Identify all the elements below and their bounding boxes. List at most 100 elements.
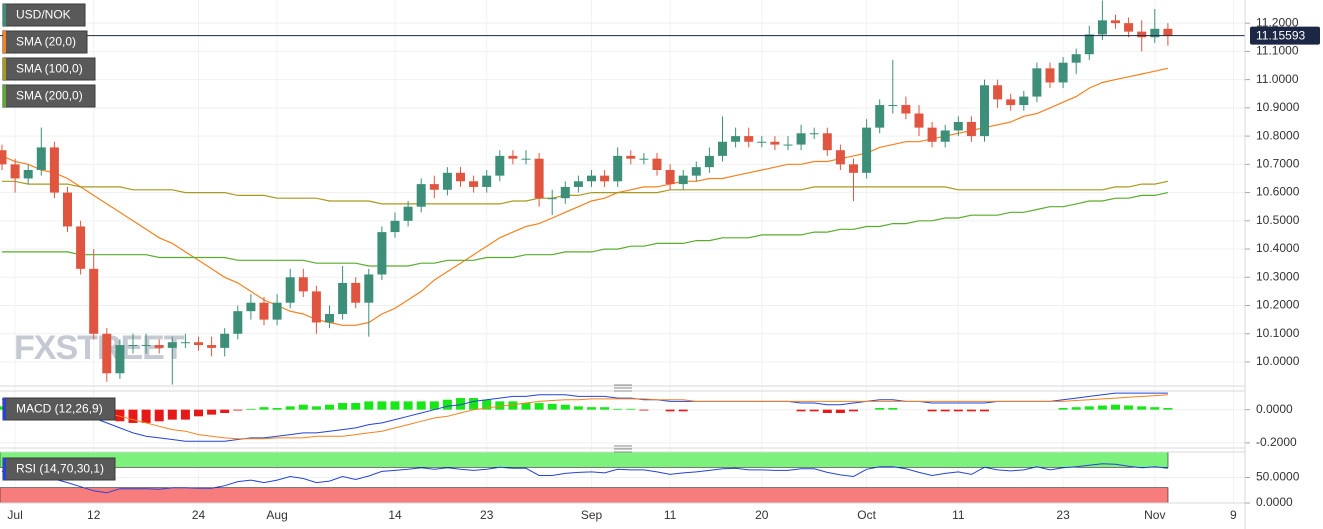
candle-body	[626, 155, 636, 159]
splitter[interactable]	[614, 384, 632, 392]
candle-body	[351, 282, 361, 303]
x-tick-label: 11	[664, 508, 677, 522]
histogram-bar	[1058, 408, 1068, 410]
candle-body	[966, 121, 976, 137]
candle-body	[207, 345, 217, 348]
histogram-bar	[128, 409, 138, 423]
histogram-bar	[325, 404, 334, 410]
candle-body	[76, 226, 86, 269]
y-tick-label: 10.9000	[1256, 100, 1300, 114]
legend-label: SMA (20,0)	[16, 35, 76, 49]
sma-line	[2, 192, 1169, 267]
candle-body	[547, 198, 557, 200]
candle-body	[862, 127, 872, 173]
candle-body	[456, 172, 465, 182]
histogram-bar	[429, 401, 439, 410]
candle-body	[744, 136, 754, 142]
legend-label: SMA (200,0)	[16, 89, 83, 103]
histogram-bar	[1071, 407, 1081, 410]
candle-body	[835, 150, 845, 165]
sma-line	[2, 180, 1169, 205]
y-tick-label: 10.7000	[1256, 157, 1300, 171]
histogram-bar	[298, 404, 308, 410]
candle-body	[560, 186, 570, 199]
watermark: FXSTREET	[14, 329, 185, 367]
legend: USD/NOK SMA (20,0) SMA (100,0) SMA (200,0) M…	[2, 3, 116, 481]
legend-label: RSI (14,70,30,1)	[16, 462, 104, 476]
x-tick-label: 24	[192, 508, 206, 522]
histogram-bar	[285, 406, 295, 410]
histogram-bar	[390, 401, 400, 410]
x-tick-label: Jul	[7, 508, 22, 522]
candle-body	[1045, 68, 1055, 83]
histogram-bar	[966, 409, 976, 412]
candle-body	[613, 155, 623, 182]
candle-body	[809, 133, 819, 135]
histogram-bar	[888, 408, 898, 410]
candle-body	[718, 141, 727, 156]
candle-body	[665, 169, 675, 185]
candle-body	[102, 333, 112, 374]
histogram-bar	[665, 409, 675, 412]
histogram-bar	[835, 409, 845, 413]
legend-swatch	[3, 458, 6, 480]
histogram-bar	[194, 409, 203, 417]
histogram-bar	[442, 399, 452, 410]
candle-body	[377, 232, 387, 275]
candle-body	[1111, 20, 1120, 24]
y-tick-label: 10.0000	[1256, 354, 1300, 368]
candle-body	[233, 311, 243, 334]
rsi-plot	[0, 452, 1169, 503]
candle-body	[403, 206, 413, 221]
candle-body	[36, 147, 46, 170]
candle-body	[1006, 99, 1016, 106]
candle-body	[888, 105, 898, 107]
histogram-bar	[953, 409, 963, 412]
histogram-bar	[154, 409, 164, 422]
histogram-bar	[338, 403, 348, 410]
candle-body	[325, 313, 334, 323]
legend-swatch	[3, 4, 6, 26]
candle-body	[521, 158, 531, 160]
candle-body	[285, 277, 295, 303]
candle-body	[953, 121, 963, 131]
histogram-bar	[560, 404, 570, 410]
candle-body	[1032, 68, 1042, 97]
histogram-bar	[587, 407, 596, 410]
x-tick-label: 11	[952, 508, 965, 522]
y-tick-label: 10.6000	[1256, 185, 1300, 199]
legend-swatch	[3, 58, 6, 80]
histogram-bar	[141, 409, 151, 423]
candle-body	[469, 181, 479, 187]
legend-label: MACD (12,26,9)	[16, 402, 103, 416]
candle-body	[442, 172, 452, 190]
y-tick-label: 10.3000	[1256, 269, 1300, 283]
candle-body	[390, 220, 400, 233]
candle-body	[311, 291, 321, 323]
histogram-bar	[822, 409, 832, 413]
candle-body	[600, 175, 610, 182]
x-tick-label: Nov	[1144, 508, 1165, 522]
candle-body	[927, 127, 937, 142]
rsi-zone	[0, 487, 1169, 503]
histogram-bar	[167, 409, 177, 420]
candle-body	[573, 181, 583, 187]
histogram-bar	[927, 409, 937, 412]
candle-body	[940, 130, 950, 142]
histogram-bar	[626, 408, 636, 410]
splitter[interactable]	[614, 445, 632, 453]
histogram-bar	[482, 399, 492, 410]
candle-body	[587, 175, 596, 182]
histogram-bar	[469, 398, 479, 410]
y-tick-label: 10.1000	[1256, 326, 1300, 340]
candle-body	[1137, 31, 1147, 38]
histogram-bar	[495, 401, 505, 410]
grid	[0, 0, 1245, 504]
candle-body	[678, 175, 688, 185]
candle-body	[1058, 62, 1068, 83]
candle-body	[194, 342, 203, 346]
candle-body	[1124, 23, 1134, 32]
histogram-bar	[1084, 406, 1094, 410]
y-tick-label: -0.2000	[1256, 435, 1297, 449]
x-tick-label: 20	[755, 508, 769, 522]
